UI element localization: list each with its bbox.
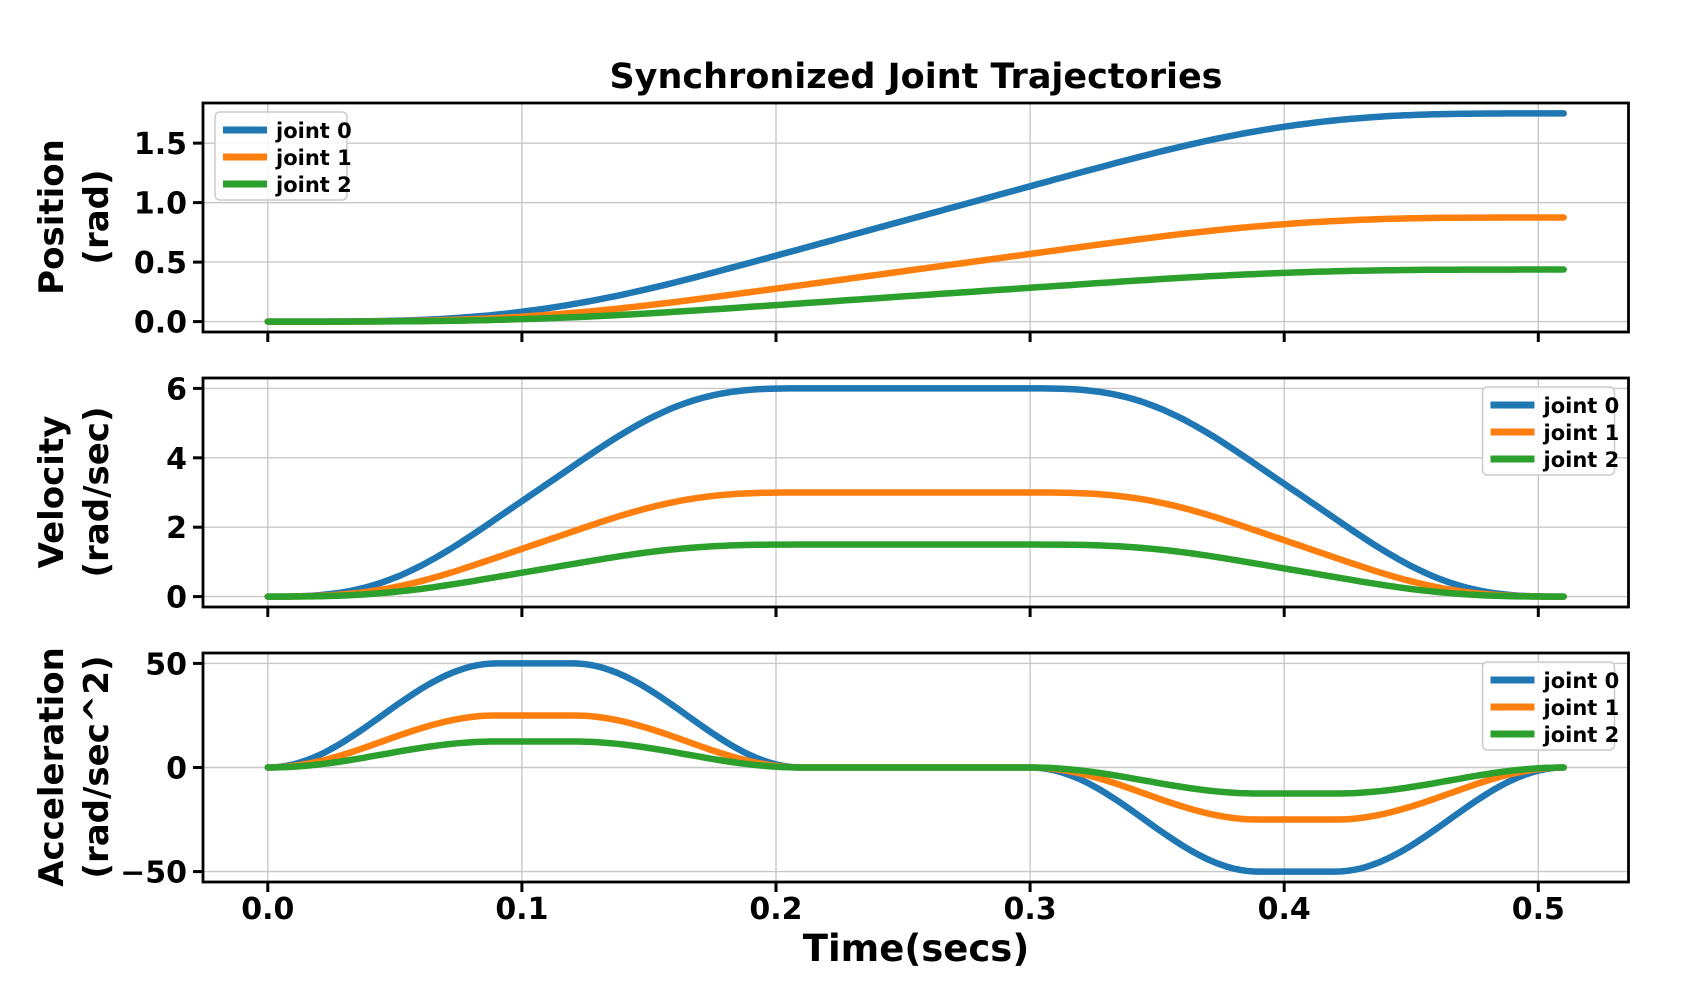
x-tick-label: 0.2 (749, 892, 802, 927)
legend-label-joint-1: joint 1 (275, 146, 352, 170)
x-tick-label: 0.3 (1004, 892, 1057, 927)
panel-curves (264, 660, 1567, 875)
y-axis-label-acceleration-line2: (rad/sec^2) (77, 655, 117, 878)
legend-label-joint-2: joint 2 (1543, 448, 1620, 472)
y-tick-label: −50 (120, 856, 187, 891)
legend-label-joint-2: joint 2 (275, 173, 352, 197)
curve-joint-2 (264, 738, 1567, 797)
legend-label-joint-1: joint 1 (1543, 421, 1620, 445)
legend-box (214, 111, 348, 201)
x-tick-label: 0.5 (1512, 892, 1565, 927)
axes-spines (201, 376, 1630, 609)
legend: joint 0 joint 1 joint 2 (214, 111, 352, 201)
y-axis-label-acceleration-line1: Acceleration (32, 647, 72, 887)
axis-ticks: 0.0 0.1 0.2 0.3 0.4 0.5 −50 0 50 (120, 647, 1565, 927)
x-tick-label: 0.1 (495, 892, 548, 927)
legend: joint 0 joint 1 joint 2 (1481, 661, 1620, 751)
x-tick-label: 0.0 (241, 892, 294, 927)
legend-label-joint-0: joint 0 (1543, 669, 1620, 693)
y-tick-label: 1.0 (134, 187, 187, 222)
curve-joint-0 (264, 385, 1567, 600)
y-tick-label: 0.0 (134, 306, 187, 341)
legend-box (1481, 386, 1616, 476)
legend: joint 0 joint 1 joint 2 (1481, 386, 1620, 476)
axes-spines (201, 101, 1630, 334)
y-axis-label-position-line1: Position (32, 139, 72, 295)
panel-curves (264, 385, 1567, 600)
curve-joint-2 (264, 266, 1567, 325)
legend-box (1481, 661, 1616, 751)
y-tick-label: 1.5 (134, 127, 187, 162)
legend-label-joint-1: joint 1 (1543, 696, 1620, 720)
subplot-panels: 0.0 0.5 1.0 1.5 joint 0 joint 1 joint 2 0 2 4 6 joi… (120, 101, 1630, 927)
y-tick-label: 0 (166, 752, 187, 787)
axis-ticks: 0 2 4 6 (166, 372, 1540, 617)
y-tick-label: 4 (166, 442, 187, 477)
y-tick-label: 0 (166, 581, 187, 616)
curve-joint-2 (264, 541, 1567, 600)
curve-joint-1 (264, 489, 1567, 600)
x-axis-label: Time(secs) (803, 927, 1029, 970)
legend-label-joint-0: joint 0 (275, 119, 352, 143)
panel-position: 0.0 0.5 1.0 1.5 joint 0 joint 1 joint 2 (134, 101, 1630, 342)
x-tick-label: 0.4 (1258, 892, 1311, 927)
y-axis-label-velocity-line2: (rad/sec) (77, 407, 117, 578)
y-tick-label: 2 (166, 511, 187, 546)
y-tick-label: 6 (166, 372, 187, 407)
axis-ticks: 0.0 0.5 1.0 1.5 (134, 127, 1540, 342)
legend-label-joint-0: joint 0 (1543, 394, 1620, 418)
y-tick-label: 50 (145, 647, 187, 682)
y-tick-label: 0.5 (134, 246, 187, 281)
panel-curves (264, 110, 1567, 325)
panel-velocity: 0 2 4 6 joint 0 joint 1 joint 2 (166, 372, 1630, 617)
y-axis-label-position-line2: (rad) (77, 169, 117, 264)
figure-title: Synchronized Joint Trajectories (609, 57, 1222, 97)
legend-label-joint-2: joint 2 (1543, 723, 1620, 747)
y-axis-label-velocity-line1: Velocity (32, 416, 72, 569)
